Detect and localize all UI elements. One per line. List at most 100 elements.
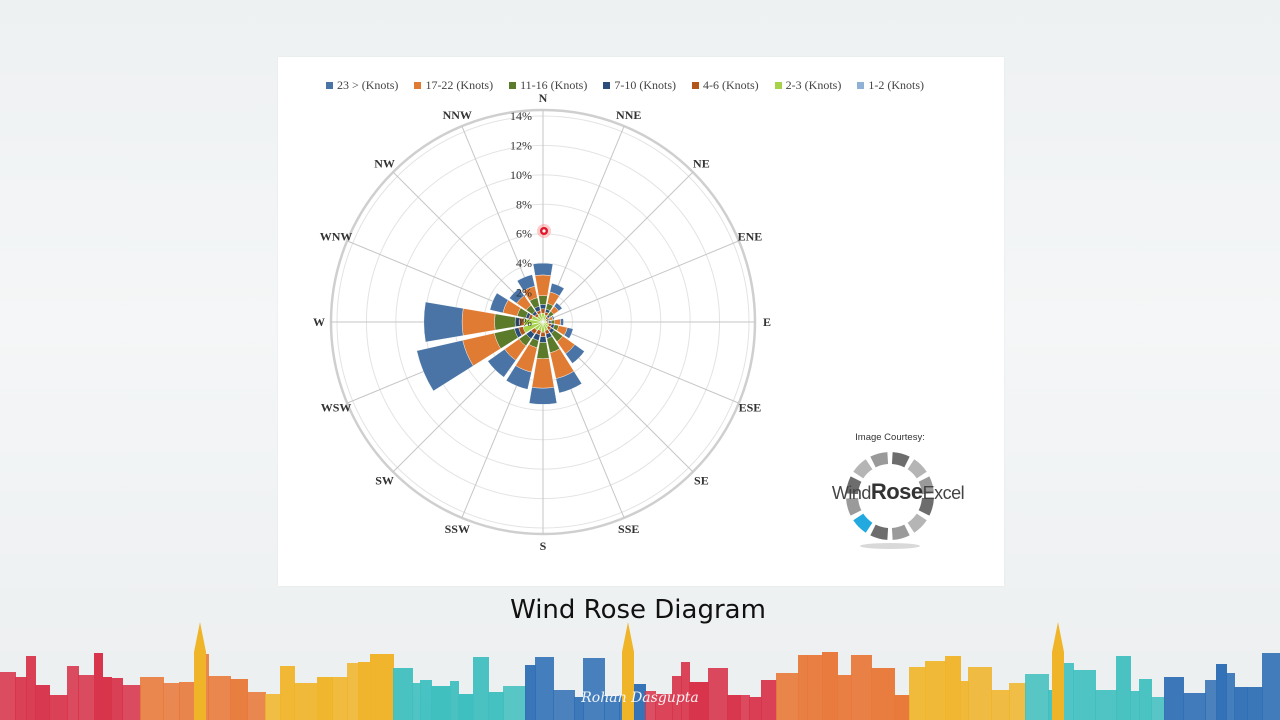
windrose-excel-logo: WindRoseExcel: [818, 448, 978, 552]
skyline-building: [960, 681, 969, 720]
legend-swatch: [603, 81, 611, 89]
skyline-building: [871, 668, 895, 720]
sector-n-2: [540, 308, 546, 314]
logo-ring-icon: [846, 452, 934, 549]
skyline-building: [1130, 691, 1140, 720]
slide-title: Wind Rose Diagram: [510, 595, 766, 625]
legend-label: 11-16 (Knots): [520, 77, 588, 92]
spoke-line: [542, 240, 740, 323]
logo-ring-segment: [891, 452, 910, 468]
direction-label-wnw: WNW: [320, 229, 353, 243]
skyline-building: [1073, 670, 1096, 720]
legend-label: 7-10 (Knots): [614, 77, 676, 92]
logo-ring-segment: [907, 513, 927, 533]
sector-sse-6: [555, 370, 583, 394]
direction-label-nw: NW: [374, 157, 395, 171]
skyline-building: [837, 675, 852, 720]
radial-tick-label: 2%: [516, 286, 532, 300]
sector-s-4: [536, 342, 550, 359]
legend-label: 1-2 (Knots): [868, 77, 925, 92]
skyline-building: [807, 655, 823, 720]
skyline-building: [431, 686, 451, 720]
sector-sw-6: [487, 348, 517, 378]
sector-n-3: [539, 304, 547, 310]
wind-rose-sectors: [416, 262, 585, 405]
skyline-building: [761, 680, 777, 720]
skyline-building: [1025, 674, 1049, 720]
skyline-building: [1139, 679, 1152, 720]
sector-ene-6: [551, 315, 555, 320]
radial-tick-label: 0%: [516, 315, 532, 329]
skyline-building: [894, 695, 910, 720]
sector-se-6: [565, 344, 585, 364]
logo-ring-segment: [870, 452, 889, 468]
skyline-building: [393, 668, 413, 720]
skyline-building: [1234, 687, 1248, 720]
skyline-building: [822, 652, 838, 720]
sector-e-3: [548, 320, 552, 324]
city-skyline-decoration: [0, 622, 1280, 720]
legend-swatch: [857, 81, 865, 89]
skyline-building: [689, 682, 709, 720]
skyline-building: [776, 673, 799, 720]
skyline-building: [740, 695, 750, 720]
sector-wnw-6: [489, 292, 509, 314]
legend-swatch: [509, 81, 517, 89]
sector-e-5: [554, 318, 561, 326]
skyline-building: [1216, 664, 1227, 720]
skyline-building: [358, 662, 371, 720]
skyline-building: [317, 677, 333, 720]
sector-e-6: [560, 318, 564, 326]
direction-label-w: W: [313, 315, 325, 329]
skyline-building: [553, 690, 575, 720]
skyline-building: [574, 697, 584, 720]
direction-label-se: SE: [694, 473, 709, 487]
sector-n-6: [532, 262, 554, 276]
sector-w-6: [423, 301, 464, 343]
legend-label: 2-3 (Knots): [785, 77, 842, 92]
skyline-building: [35, 685, 50, 720]
skyline-building: [294, 683, 318, 720]
sector-w-4: [494, 313, 516, 331]
direction-label-ese: ESE: [739, 401, 762, 415]
sector-s-3: [539, 336, 547, 343]
legend-label: 4-6 (Knots): [703, 77, 759, 92]
legend-item: 11-16 (Knots): [509, 78, 587, 93]
skyline-building: [708, 668, 728, 720]
skyline-building: [111, 678, 123, 720]
legend-swatch: [326, 81, 333, 89]
skyline-building: [672, 676, 682, 720]
radial-tick-label: 8%: [516, 197, 532, 211]
skyline-building: [49, 695, 68, 720]
radial-tick-label: 4%: [516, 256, 532, 270]
skyline-building: [208, 676, 231, 720]
skyline-building: [488, 692, 504, 720]
skyline-building: [458, 694, 474, 720]
legend-item: 2-3 (Knots): [774, 77, 842, 93]
skyline-building: [0, 672, 16, 720]
legend-item: 23 > (Knots): [326, 78, 398, 93]
direction-label-wsw: WSW: [321, 401, 352, 415]
skyline-building: [1164, 677, 1184, 720]
radial-tick-label: 12%: [510, 138, 532, 152]
skyline-building: [1262, 653, 1280, 720]
logo-ring-segment: [846, 497, 862, 516]
logo-word-wind: Wind: [831, 483, 872, 503]
direction-label-nne: NNE: [616, 108, 641, 122]
skyline-building: [347, 663, 359, 720]
legend-label: 17-22 (Knots): [425, 77, 494, 92]
skyline-spire: [1052, 622, 1064, 652]
sector-ne-6: [553, 302, 563, 312]
skyline-building: [1009, 683, 1026, 720]
skyline-building: [925, 661, 946, 720]
skyline-building: [94, 653, 103, 720]
legend-item: 1-2 (Knots): [857, 78, 924, 93]
sector-s-6: [528, 387, 558, 405]
skyline-building: [645, 691, 656, 720]
skyline-building: [280, 666, 295, 720]
sector-nw-6: [509, 288, 525, 304]
skyline-building: [851, 655, 872, 720]
skyline-tower: [194, 652, 206, 720]
logo-word-excel: Excel: [922, 483, 965, 503]
